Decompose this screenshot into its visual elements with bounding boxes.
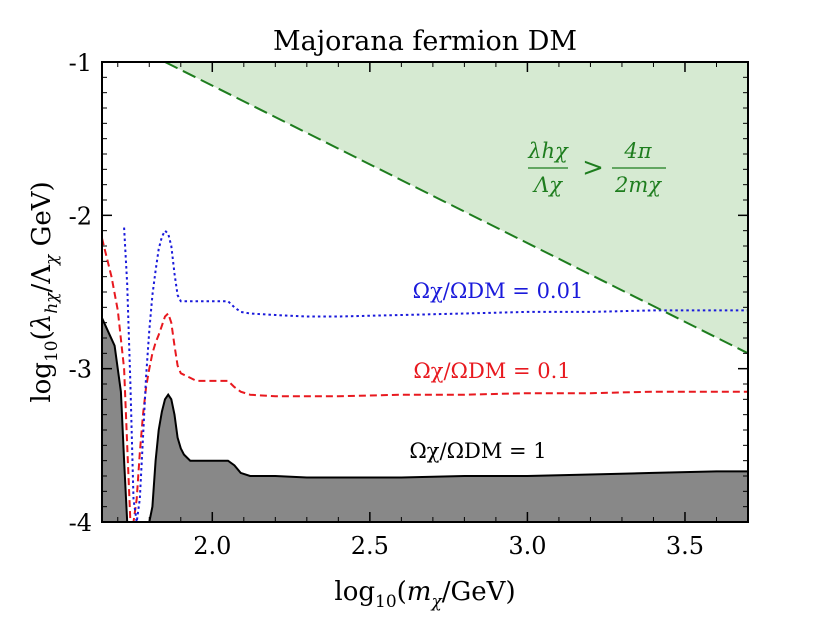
series-line-omega-0.01 [123, 227, 748, 522]
label-omega-1: Ωχ/ΩDM = 1 [409, 439, 546, 463]
svg-text:log10(mχ/GeV): log10(mχ/GeV) [334, 577, 515, 612]
x-tick-label: 3.0 [508, 532, 546, 560]
y-tick-label: -3 [69, 356, 92, 384]
y-tick-label: -1 [69, 49, 92, 77]
annotation-lhs-numerator: λhχ [527, 139, 569, 163]
x-axis-label: log10(mχ/GeV) [334, 577, 515, 612]
relic-abundance-fill [102, 318, 748, 522]
perturbativity-annotation: λhχ Λχ > 4π 2mχ [527, 139, 666, 197]
y-tick-label: -2 [69, 202, 92, 230]
series-line-omega-1 [102, 317, 748, 522]
x-tick-label: 3.5 [666, 532, 704, 560]
label-omega-0.01: Ωχ/ΩDM = 0.01 [413, 279, 584, 303]
label-omega-0.1: Ωχ/ΩDM = 0.1 [413, 359, 570, 383]
annotation-rhs-denominator: 2mχ [614, 173, 662, 197]
x-tick-label: 2.5 [351, 532, 389, 560]
chart-title: Majorana fermion DM [273, 26, 577, 57]
annotation-lhs-denominator: Λχ [532, 173, 563, 197]
annotation-operator: > [582, 153, 604, 183]
annotation-rhs-numerator: 4π [623, 139, 652, 163]
y-tick-label: -4 [69, 509, 92, 537]
svg-text:log10(λhχ/Λχ GeV): log10(λhχ/Λχ GeV) [27, 181, 62, 402]
plot-area [102, 62, 748, 522]
x-tick-label: 2.0 [193, 532, 231, 560]
series-line-perturbativity-bound [164, 62, 748, 355]
axis-ticks: 2.0 2.5 3.0 3.5 -1 -2 -3 -4 [69, 49, 749, 560]
y-axis-label: log10(λhχ/Λχ GeV) [27, 181, 62, 402]
